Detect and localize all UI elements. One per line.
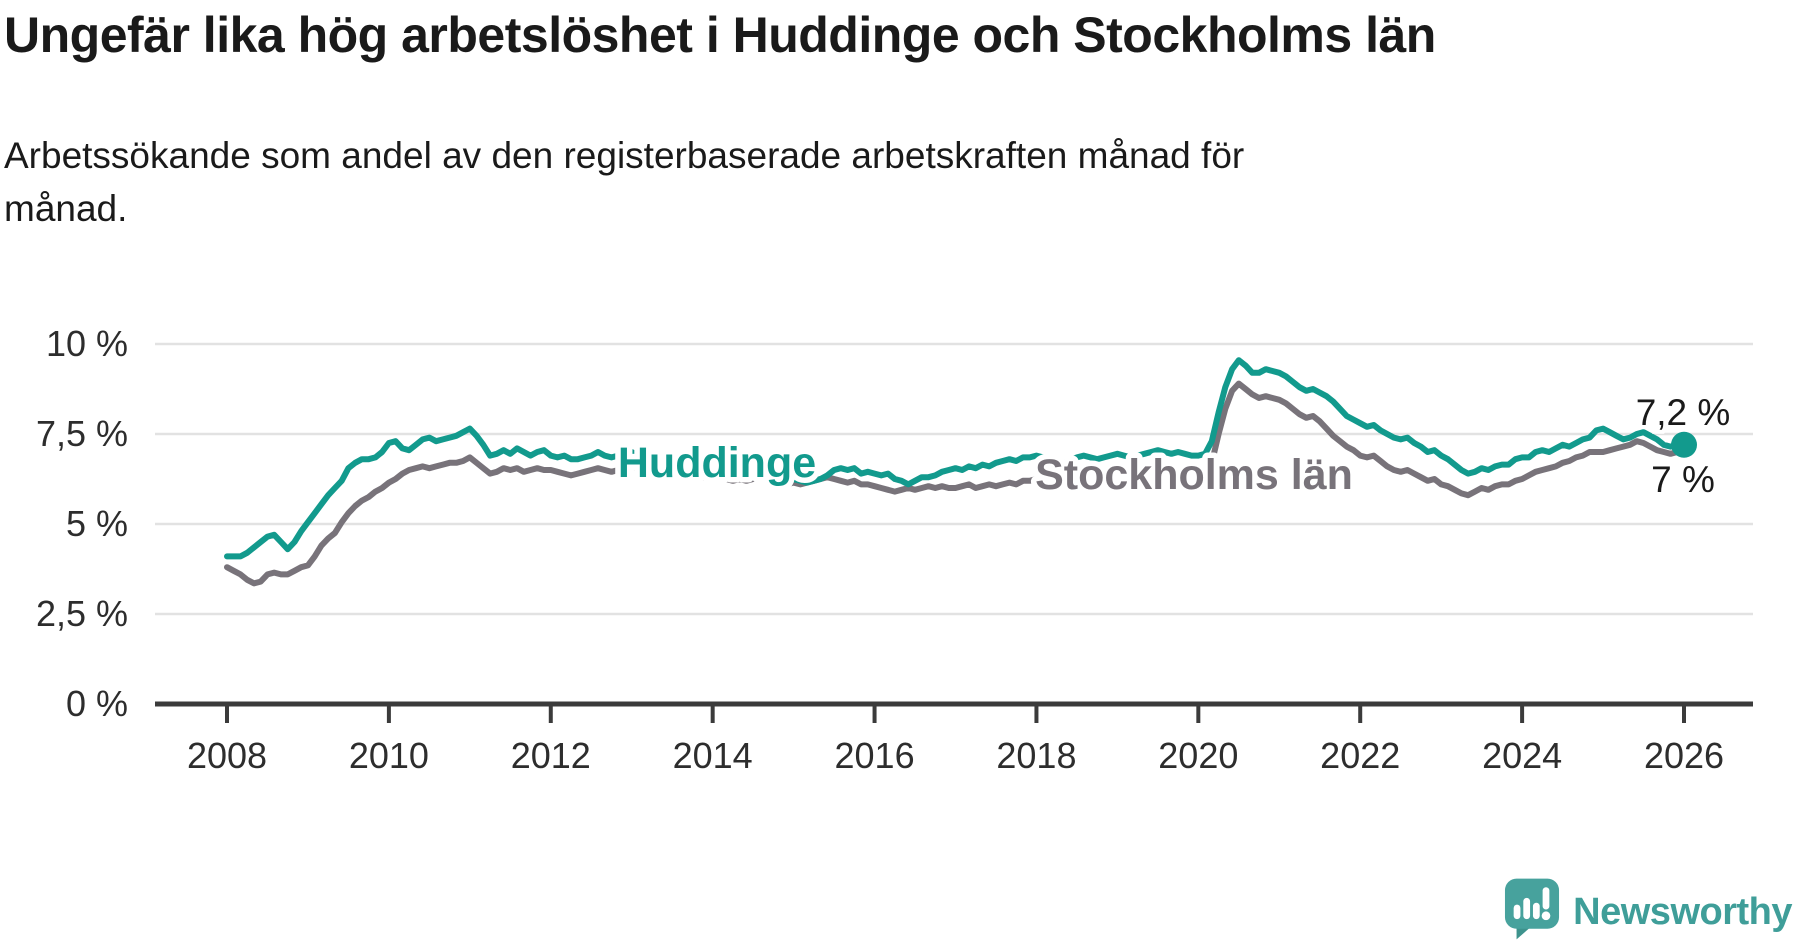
series-line-stockholms-lan [224, 380, 1687, 587]
y-tick-label: 2,5 % [36, 593, 128, 634]
newsworthy-logo-icon [1504, 878, 1560, 946]
x-tick-label: 2008 [187, 735, 267, 776]
series-label-stockholms-lan: Stockholms län [1035, 451, 1353, 499]
x-tick-label: 2016 [835, 735, 915, 776]
end-value-label-huddinge: 7,2 % [1636, 392, 1731, 433]
y-tick-label: 0 % [66, 683, 128, 724]
x-tick-label: 2026 [1644, 735, 1724, 776]
y-tick-label: 5 % [66, 503, 128, 544]
x-tick-label: 2020 [1158, 735, 1238, 776]
y-tick-label: 7,5 % [36, 413, 128, 454]
series-label-huddinge: Huddinge [618, 439, 816, 487]
x-tick-label: 2022 [1320, 735, 1400, 776]
x-tick-label: 2010 [349, 735, 429, 776]
page-subtitle-line-1: Arbetssökande som andel av den registerb… [4, 135, 1245, 176]
y-tick-label: 10 % [46, 323, 128, 364]
page-subtitle-line-2: månad. [4, 187, 128, 229]
page-title: Ungefär lika hög arbetslöshet i Huddinge… [4, 7, 1436, 63]
end-value-label-stockholms-lan: 7 % [1651, 459, 1715, 500]
x-tick-label: 2012 [511, 735, 591, 776]
x-tick-label: 2024 [1482, 735, 1562, 776]
x-tick-label: 2014 [673, 735, 753, 776]
x-tick-label: 2018 [996, 735, 1076, 776]
brand-footer: Newsworthy [1504, 878, 1792, 946]
page-subtitle: Arbetssökande som andel av den registerb… [4, 130, 1504, 235]
end-point-dot-huddinge [1671, 431, 1697, 458]
brand-name: Newsworthy [1573, 890, 1792, 933]
series-line-huddinge [224, 357, 1687, 560]
